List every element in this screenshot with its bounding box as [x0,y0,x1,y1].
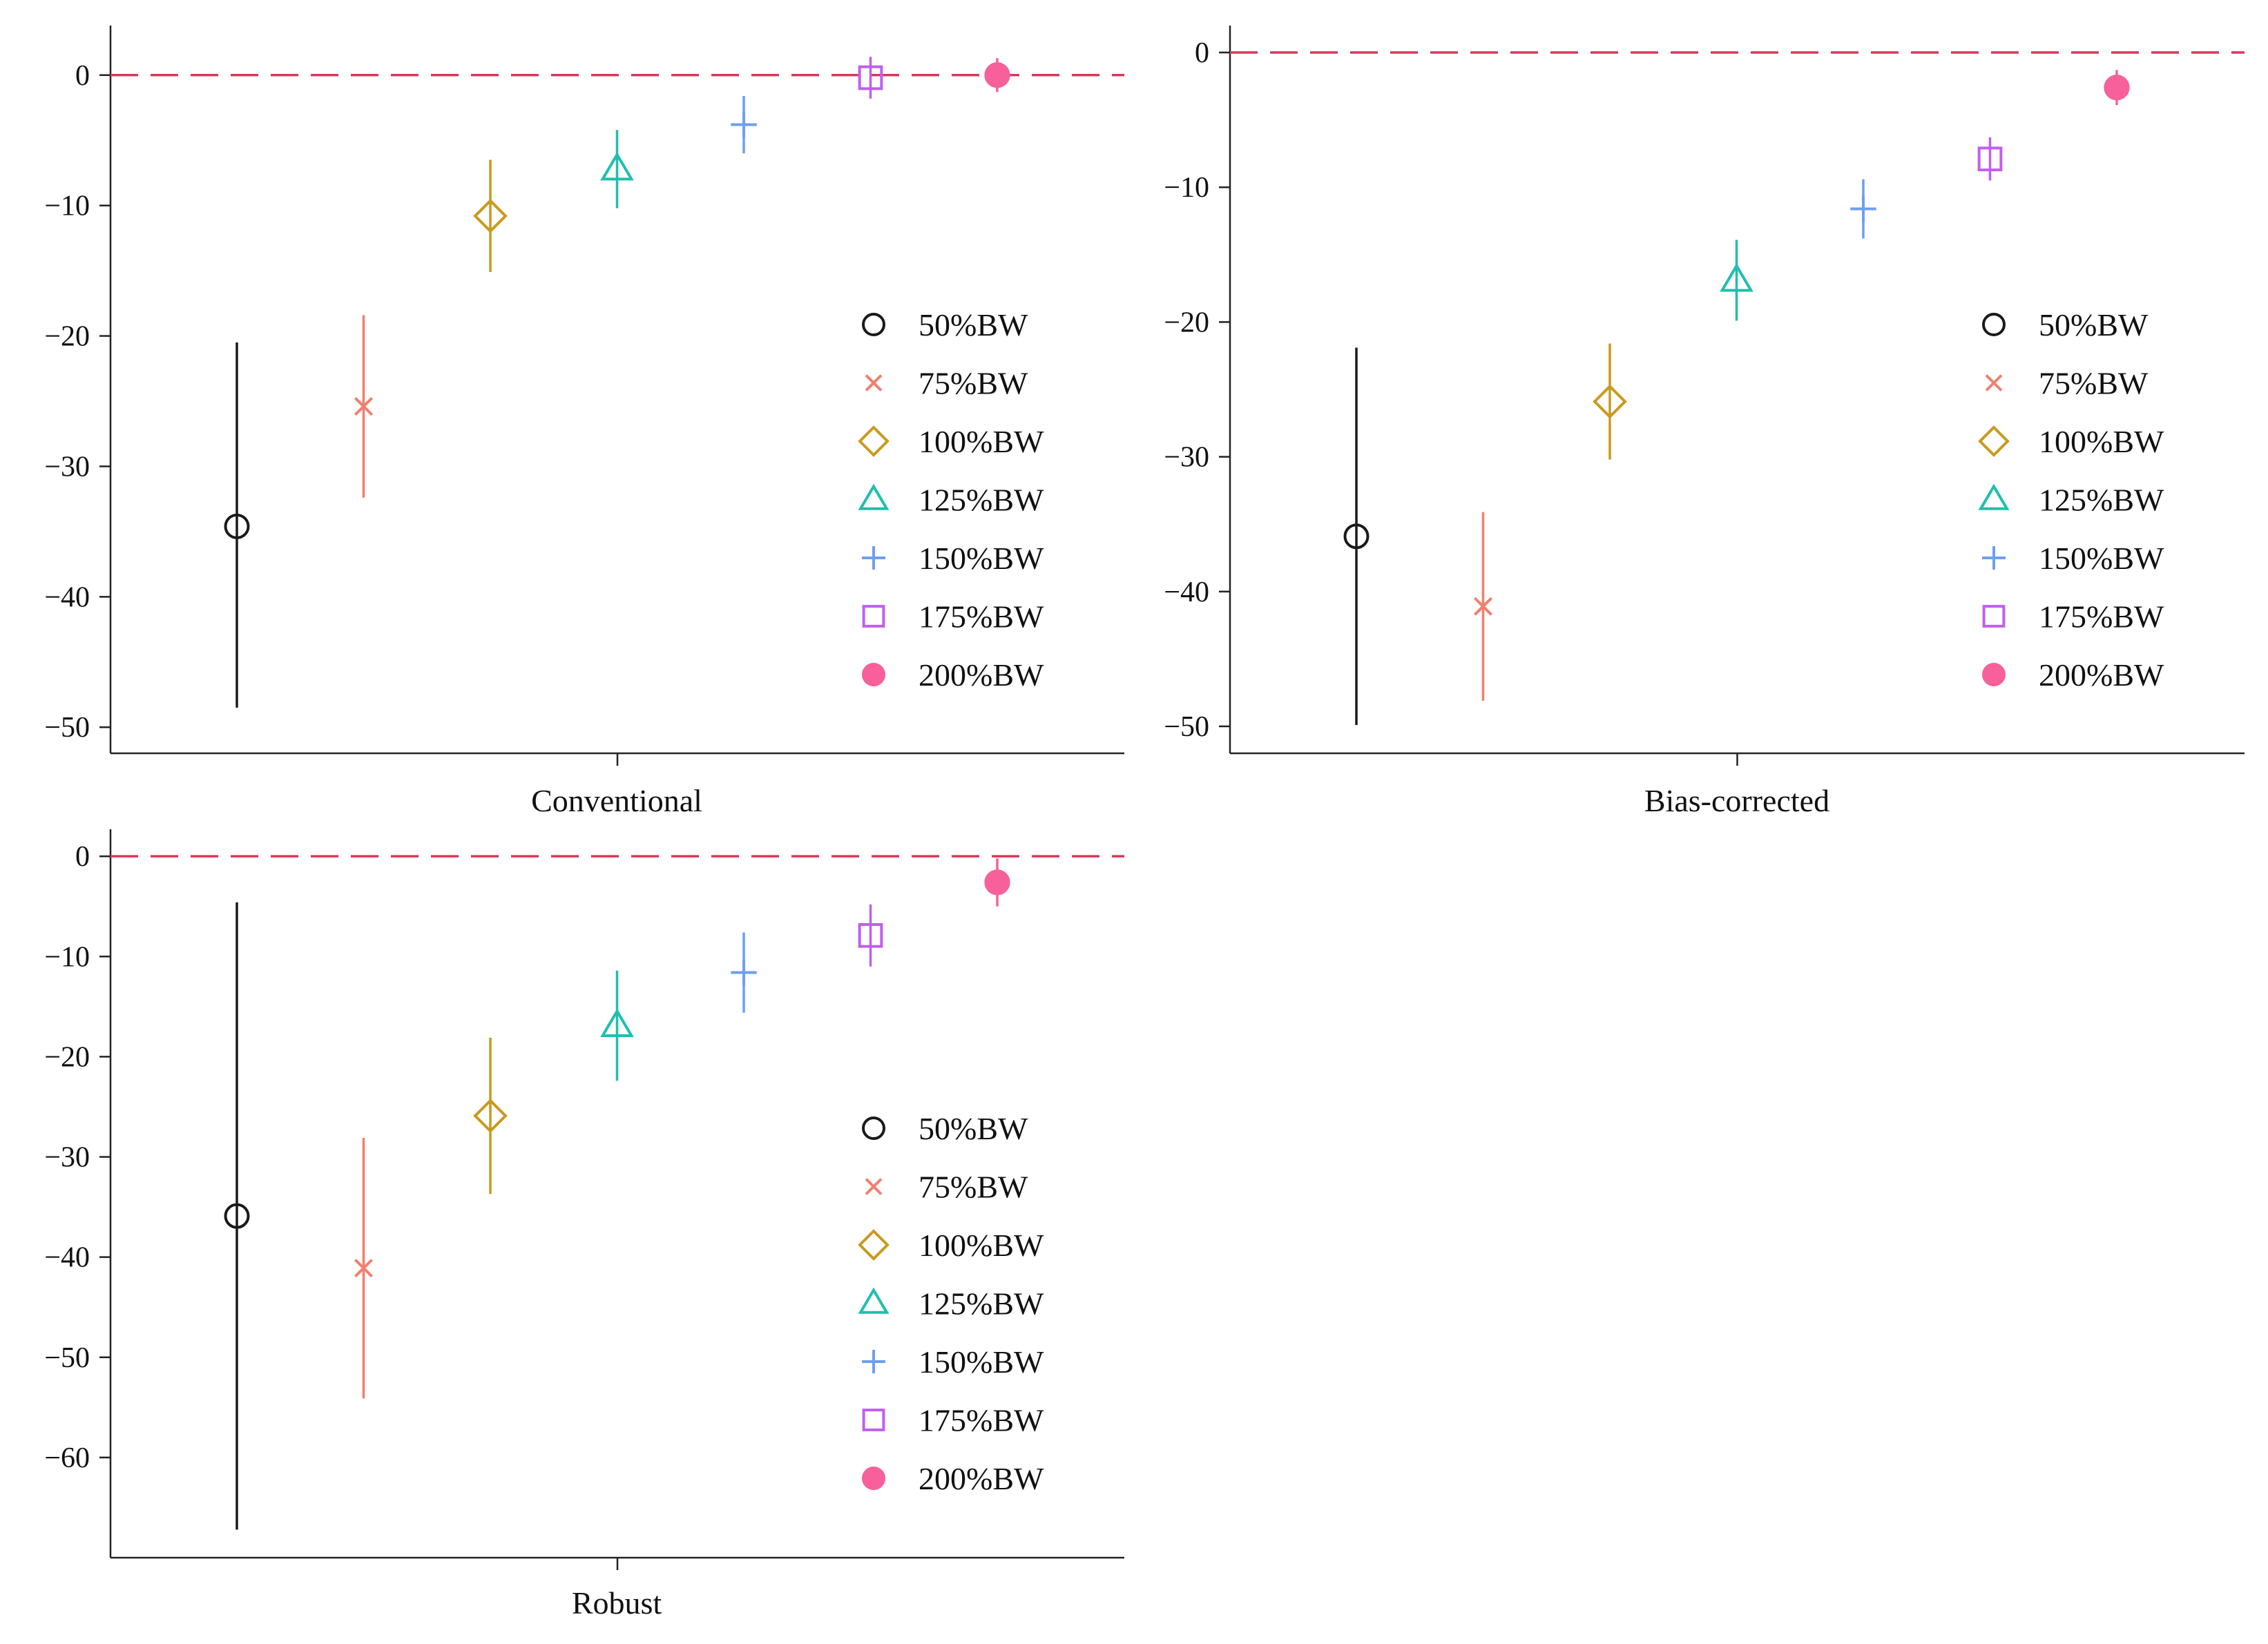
legend: 50%BW 75%BW 100%BW 125%BW 150%BW 175%BW 200%BW [1978,307,2164,693]
point-150%BW [731,111,757,138]
point-100%BW [473,198,508,233]
legend-marker-100%BW [1978,425,2010,457]
y-tick-label: −30 [1164,442,1209,474]
legend-label: 75%BW [919,1170,1028,1205]
point-75%BW [1473,597,1493,616]
panel-conventional: Conventional 0 −10 −20 −30 −40 −50 50%BW 75%BW 1… [44,26,1124,818]
legend-label: 125%BW [2039,483,2164,518]
legend-label: 75%BW [2039,366,2149,401]
legend-marker-175%BW [862,605,885,628]
legend-marker-75%BW [865,1178,883,1195]
x-axis-label: Conventional [531,783,702,818]
x-axis-label: Robust [572,1585,662,1621]
legend-marker-150%BW [862,546,885,570]
legend-marker-200%BW [862,1467,885,1490]
legend-label: 100%BW [2039,424,2164,459]
legend: 50%BW 75%BW 100%BW 125%BW 150%BW 175%BW 200%BW [858,307,1044,693]
point-100%BW [473,1099,508,1133]
y-tick-label: −50 [44,712,90,744]
point-175%BW [858,65,883,90]
point-125%BW [600,151,634,181]
legend-label: 150%BW [919,1344,1044,1380]
point-125%BW [1720,263,1753,292]
x-axis-label: Bias-corrected [1644,783,1829,818]
y-tick-label: −20 [44,321,90,353]
legend-marker-50%BW [1982,313,2006,336]
y-tick-label: −50 [44,1342,90,1374]
legend-label: 175%BW [919,1403,1044,1438]
point-200%BW [2104,75,2130,101]
legend-marker-150%BW [862,1350,885,1373]
y-tick-label: −20 [44,1041,90,1073]
legend-label: 200%BW [919,1461,1044,1496]
y-tick-label: −10 [1164,172,1209,204]
point-150%BW [731,959,757,986]
legend-marker-50%BW [862,1116,885,1140]
legend-label: 50%BW [2039,307,2149,342]
panel-robust: Robust 0 −10 −20 −30 −40 −50 −60 50%BW 75%BW 100%… [44,829,1124,1621]
point-200%BW [984,869,1010,896]
y-tick-label: 0 [1195,37,1209,69]
legend-marker-200%BW [1982,663,2006,686]
legend-label: 200%BW [2039,657,2164,693]
legend-marker-50%BW [862,313,885,336]
legend-marker-75%BW [865,374,883,391]
legend-label: 100%BW [919,424,1044,459]
y-tick-label: −60 [44,1442,90,1474]
legend: 50%BW 75%BW 100%BW 125%BW 150%BW 175%BW 200%BW [858,1111,1044,1496]
y-tick-label: 0 [75,60,90,92]
legend-marker-125%BW [1978,483,2010,510]
y-tick-label: −10 [44,941,90,973]
point-100%BW [1593,384,1627,419]
legend-marker-75%BW [1985,374,2003,391]
point-125%BW [600,1008,634,1038]
point-50%BW [224,1203,250,1229]
point-50%BW [224,513,250,539]
legend-marker-100%BW [858,425,890,457]
legend-marker-100%BW [858,1229,890,1261]
legend-marker-175%BW [862,1409,885,1431]
point-175%BW [1977,146,2003,172]
y-tick-label: 0 [75,841,90,873]
y-tick-label: −10 [44,191,90,222]
legend-label: 175%BW [2039,599,2164,635]
y-tick-label: −50 [1164,711,1209,743]
legend-marker-175%BW [1982,605,2006,628]
y-tick-label: −30 [44,1142,90,1174]
legend-marker-150%BW [1982,546,2006,570]
legend-label: 100%BW [919,1228,1044,1263]
point-75%BW [354,397,374,416]
y-tick-label: −40 [1164,577,1209,608]
point-50%BW [1343,523,1370,550]
y-tick-label: −20 [1164,307,1209,338]
legend-label: 175%BW [919,599,1044,635]
point-200%BW [984,62,1010,88]
legend-label: 50%BW [919,1111,1028,1146]
point-175%BW [858,922,883,948]
legend-label: 150%BW [919,541,1044,576]
point-150%BW [1850,195,1876,222]
y-tick-label: −30 [44,451,90,483]
y-tick-label: −40 [44,581,90,613]
legend-label: 150%BW [2039,541,2164,576]
panel-bias-corrected: Bias-corrected 0 −10 −20 −30 −40 −50 50%BW 75%B… [1164,26,2245,818]
legend-marker-125%BW [858,1287,890,1314]
legend-label: 50%BW [919,307,1028,342]
legend-label: 125%BW [919,483,1044,518]
y-tick-label: −40 [44,1242,90,1274]
legend-marker-125%BW [858,483,890,510]
legend-marker-200%BW [862,663,885,686]
legend-label: 125%BW [919,1286,1044,1322]
legend-label: 200%BW [919,657,1044,693]
legend-label: 75%BW [919,366,1028,401]
point-75%BW [354,1259,374,1278]
